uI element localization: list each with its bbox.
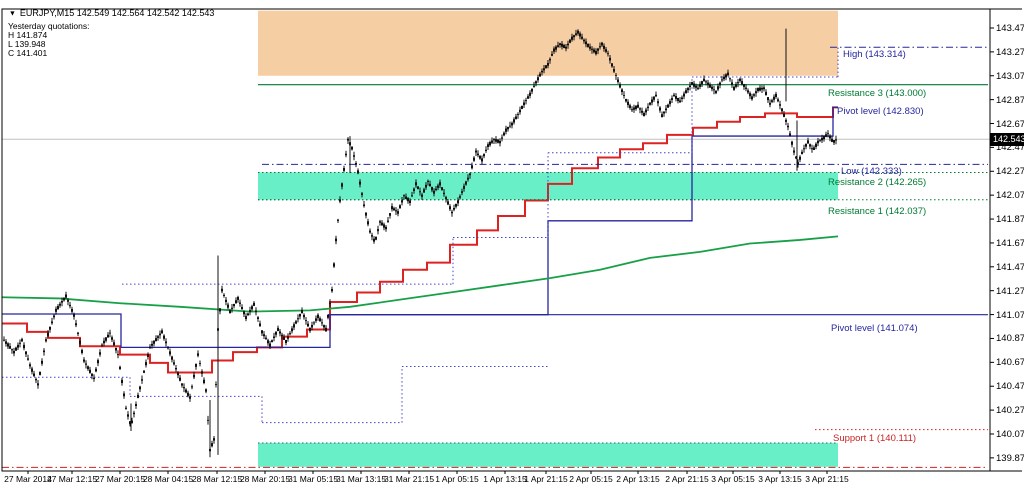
- time-axis-label: 27 Mar 20:15: [94, 474, 146, 484]
- symbol-ohlc-text: EURJPY,M15 142.549 142.564 142.542 142.5…: [19, 8, 215, 18]
- time-axis-label: 31 Mar 21:15: [383, 474, 435, 484]
- price-axis-label: 142.075: [996, 190, 1024, 202]
- price-axis-label: 142.875: [996, 94, 1024, 106]
- time-axis-label: 3 Apr 13:15: [758, 474, 802, 484]
- price-axis-label: 141.075: [996, 309, 1024, 321]
- time-axis-label: 2 Apr 13:15: [616, 474, 660, 484]
- level-label-resistance: Resistance 1 (142.037): [828, 205, 927, 217]
- price-axis-label: 142.475: [996, 142, 1024, 154]
- candlesticks-bodies: [3, 30, 837, 452]
- time-axis-label: 28 Mar 20:15: [239, 474, 291, 484]
- price-axis-label: 141.875: [996, 214, 1024, 226]
- yesterday-close: C 141.401: [8, 48, 48, 58]
- price-axis-label: 140.275: [996, 405, 1024, 417]
- time-axis-label: 27 Mar 2014: [4, 474, 52, 484]
- time-axis-label: 27 Mar 12:15: [46, 474, 98, 484]
- price-axis-label: 143.475: [996, 22, 1024, 34]
- level-label-resistance: Resistance 3 (143.000): [828, 87, 927, 99]
- yesterday-quotations-title: Yesterday quotations:: [8, 21, 90, 31]
- price-axis-label: 140.875: [996, 333, 1024, 345]
- time-axis-label: 31 Mar 05:15: [287, 474, 339, 484]
- price-axis-label: 139.875: [996, 452, 1024, 464]
- price-axis-label: 143.275: [996, 46, 1024, 58]
- time-axis-label: 28 Mar 04:15: [142, 474, 194, 484]
- current-price-tag: 142.543: [990, 133, 1024, 147]
- time-axis-label: 2 Apr 05:15: [569, 474, 613, 484]
- level-label-high: High (143.314): [843, 49, 906, 61]
- level-label-pivot: Pivot level (142.830): [837, 106, 924, 117]
- yesterday-low: L 139.948: [8, 39, 46, 49]
- time-axis-label: 3 Apr 21:15: [805, 474, 849, 484]
- time-axis-label: 1 Apr 05:15: [435, 474, 479, 484]
- time-axis-label: 1 Apr 13:15: [483, 474, 527, 484]
- price-axis-label: 141.675: [996, 237, 1024, 249]
- yesterday-high: H 141.874: [8, 30, 48, 40]
- level-label-support: Support 1 (140.111): [833, 432, 917, 444]
- red-pivot-step-line: [2, 106, 838, 374]
- time-axis-label: 31 Mar 13:15: [335, 474, 387, 484]
- level-label-pivot: Pivot level (141.074): [831, 322, 918, 334]
- candlestick-long-wicks: [130, 28, 798, 458]
- time-axis-label: 3 Apr 05:15: [711, 474, 755, 484]
- price-axis-label: 142.275: [996, 166, 1024, 178]
- level-label-resistance: Resistance 2 (142.265): [828, 177, 927, 189]
- time-axis-label: 2 Apr 21:15: [665, 474, 709, 484]
- candlesticks-wicks: [3, 29, 837, 453]
- symbol-dropdown-icon[interactable]: ▼: [8, 9, 17, 17]
- yesterday-quotations: Yesterday quotations: H 141.874 L 139.94…: [8, 22, 89, 58]
- price-axis-label: 140.075: [996, 428, 1024, 440]
- price-axis-label: 140.475: [996, 381, 1024, 393]
- green-ma-line: [1, 235, 839, 313]
- price-axis-label: 141.275: [996, 285, 1024, 297]
- time-axis-label: 1 Apr 21:15: [524, 474, 568, 484]
- level-label-low: Low (142.333): [841, 166, 902, 178]
- symbol-title: ▼ EURJPY,M15 142.549 142.564 142.542 142.…: [8, 8, 215, 18]
- band-lower-aqua-zone: [258, 442, 838, 467]
- price-axis-label: 143.075: [996, 70, 1024, 82]
- price-axis-label: 141.475: [996, 261, 1024, 273]
- price-axis-label: 140.675: [996, 357, 1024, 369]
- chart-border: [1, 8, 991, 472]
- time-axis-label: 28 Mar 12:15: [191, 474, 243, 484]
- price-axis-label: 142.675: [996, 118, 1024, 130]
- navy-pivot-step-line: [2, 106, 838, 349]
